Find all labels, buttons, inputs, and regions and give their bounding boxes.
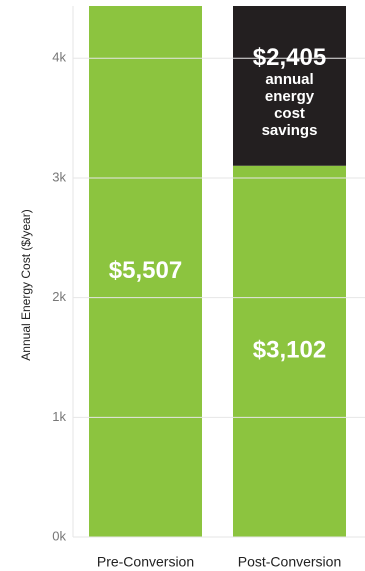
y-axis-label: Annual Energy Cost ($/year) <box>19 209 33 360</box>
y-tick-label: 3k <box>52 169 66 184</box>
x-tick-label: Post-Conversion <box>238 554 342 570</box>
bars <box>89 6 346 537</box>
bar-segment <box>89 6 202 537</box>
value-label: $3,102 <box>253 337 326 364</box>
x-tick-label: Pre-Conversion <box>97 554 194 570</box>
y-tick-label: 1k <box>52 409 66 424</box>
y-tick-label: 0k <box>52 528 66 543</box>
y-tick-label: 4k <box>52 50 66 65</box>
series-label: annual energy cost savings <box>261 70 318 139</box>
value-label: $2,405 <box>253 44 326 71</box>
bar-segment <box>233 6 346 166</box>
value-label: $5,507 <box>109 257 182 284</box>
bar-segment <box>233 165 346 537</box>
y-tick-label: 2k <box>52 289 66 304</box>
